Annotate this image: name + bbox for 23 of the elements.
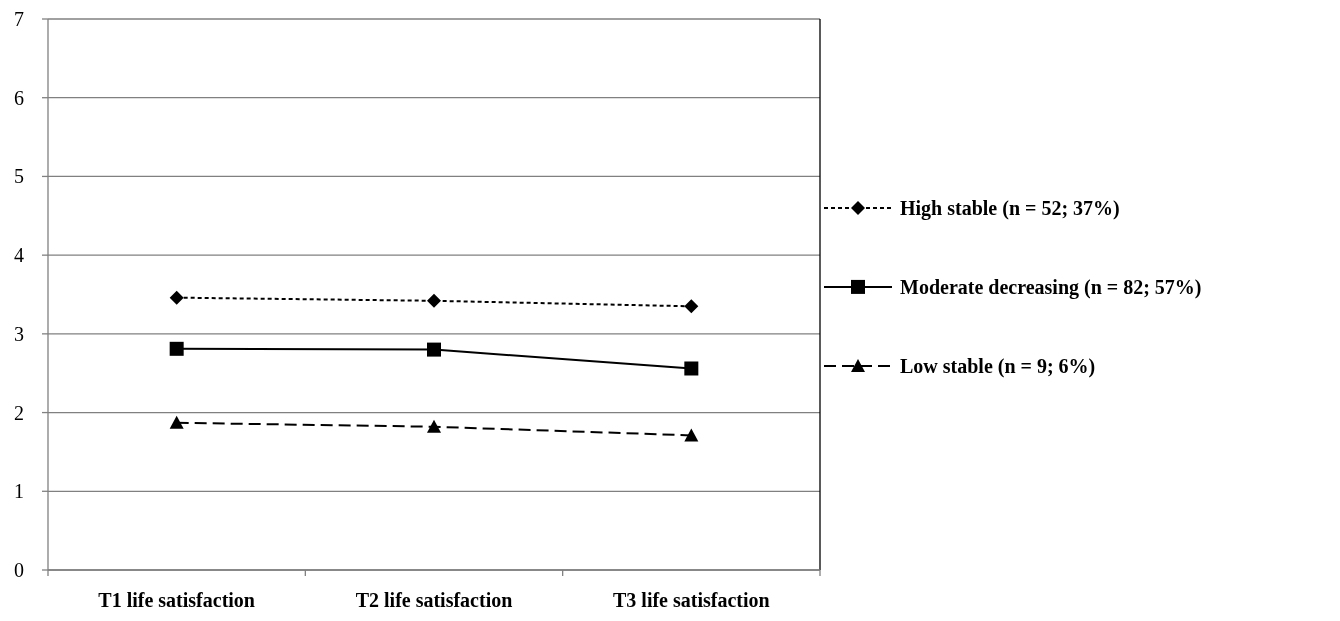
x-tick-label: T2 life satisfaction <box>355 589 513 611</box>
y-tick-label: 5 <box>14 165 24 188</box>
y-tick-label: 6 <box>14 86 24 109</box>
y-tick-label: 2 <box>14 401 24 424</box>
y-tick-label: 3 <box>14 322 24 345</box>
point <box>684 428 699 442</box>
y-tick-label: 1 <box>14 480 24 503</box>
x-tick-label: T1 life satisfaction <box>98 589 255 611</box>
point <box>427 342 441 357</box>
legend-label: Moderate decreasing (n = 82; 57%) <box>900 275 1202 299</box>
point <box>169 341 184 356</box>
legend-label: High stable (n = 52; 37%) <box>900 196 1120 220</box>
x-tick-label: T3 life satisfaction <box>613 589 770 611</box>
legend-label: Low stable (n = 9; 6%) <box>900 354 1096 378</box>
point <box>684 299 699 314</box>
point <box>169 415 184 429</box>
point <box>427 293 441 308</box>
point <box>169 290 184 305</box>
point <box>684 361 699 376</box>
y-tick-label: 7 <box>14 8 24 30</box>
y-tick-label: 4 <box>14 244 24 267</box>
point <box>427 419 441 433</box>
y-tick-label: 0 <box>14 559 24 581</box>
